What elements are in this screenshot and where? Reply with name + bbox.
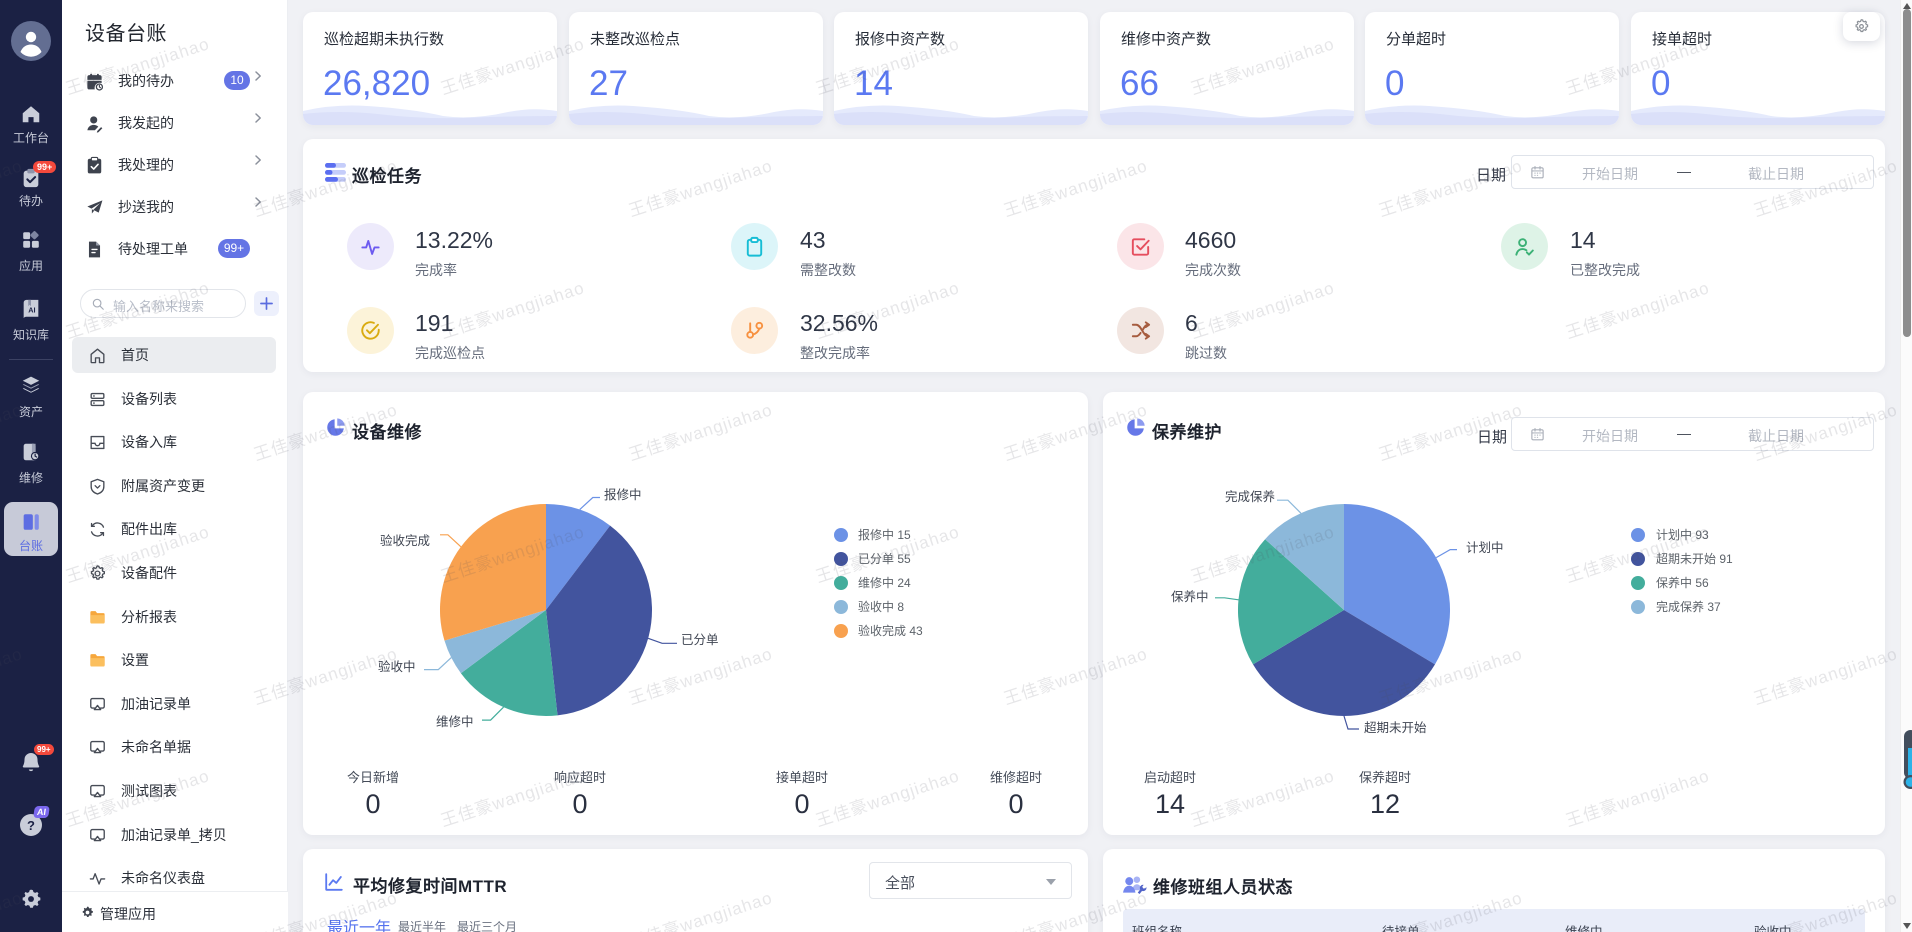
svg-text:AI: AI xyxy=(28,306,35,315)
svg-text:?: ? xyxy=(27,818,35,833)
